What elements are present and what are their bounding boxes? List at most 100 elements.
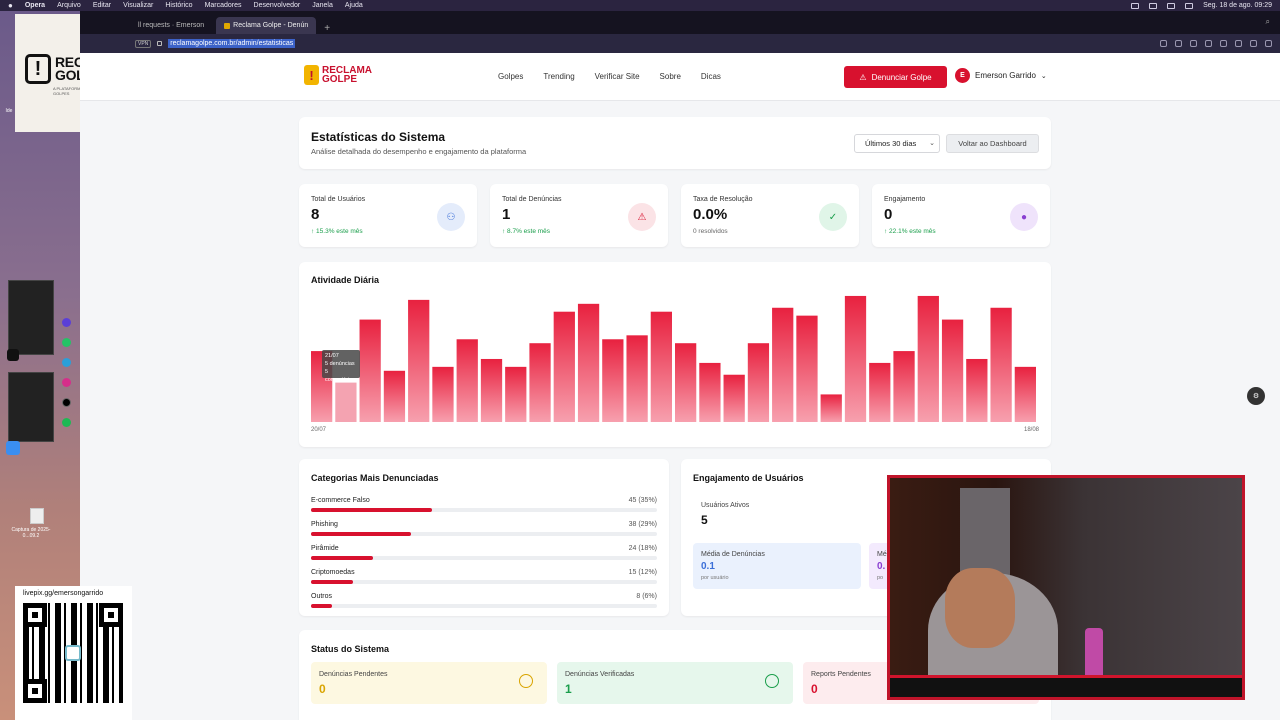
- activity-bar-24/07[interactable]: [408, 299, 430, 422]
- category-count: 45 (35%): [628, 497, 657, 504]
- menu-item-historico[interactable]: Histórico: [165, 2, 193, 9]
- nav-dicas[interactable]: Dicas: [700, 72, 721, 81]
- chart-tooltip: 21/07 5 denúncias 5 comentários: [322, 350, 360, 383]
- status-battery-icon[interactable]: [1149, 2, 1158, 9]
- browser-tab-active[interactable]: Reclama Golpe - Denún: [216, 17, 317, 34]
- site-header: ! RECLAMA GOLPE Golpes Trending Verifica…: [80, 53, 1280, 101]
- activity-bar-31/07[interactable]: [577, 303, 600, 422]
- activity-bar-11/08[interactable]: [844, 295, 867, 422]
- toolbar-download-icon[interactable]: [1220, 40, 1227, 47]
- categories-title: Categorias Mais Denunciadas: [311, 473, 439, 483]
- nav-verificar-site[interactable]: Verificar Site: [594, 72, 640, 81]
- stat-trend: ↑ 22.1% este mês: [884, 228, 936, 235]
- back-to-dashboard-button[interactable]: Voltar ao Dashboard: [946, 134, 1039, 153]
- toolbar-play-icon[interactable]: [1190, 40, 1197, 47]
- activity-bar-25/07[interactable]: [432, 366, 454, 422]
- activity-bar-15/08[interactable]: [941, 319, 964, 422]
- menu-item-desenvolvedor[interactable]: Desenvolvedor: [253, 2, 301, 9]
- period-select[interactable]: Últimos 30 dias ⌄: [854, 134, 940, 153]
- activity-bar-26/07[interactable]: [456, 339, 478, 422]
- activity-bar-10/08[interactable]: [820, 394, 842, 422]
- dock-finder-icon[interactable]: [6, 441, 20, 455]
- activity-bar-03/08[interactable]: [650, 311, 672, 422]
- desktop-window-thumbnail[interactable]: [8, 280, 54, 355]
- nav-trending[interactable]: Trending: [543, 72, 575, 81]
- sidebar-whatsapp-icon[interactable]: [61, 338, 71, 347]
- activity-bar-07/08[interactable]: [747, 343, 770, 422]
- toolbar-profile-icon[interactable]: [1250, 40, 1257, 47]
- sidebar-telegram-icon[interactable]: [61, 358, 71, 367]
- status-wifi-icon[interactable]: [1131, 2, 1140, 9]
- new-tab-plus-icon[interactable]: +: [324, 23, 331, 34]
- avg-reports-label: Média de Denúncias: [701, 551, 765, 558]
- floating-settings-button[interactable]: ⚙: [1247, 387, 1265, 405]
- menu-app-name[interactable]: Opera: [24, 2, 46, 9]
- toolbar-menu-icon[interactable]: [1265, 40, 1272, 47]
- activity-bar-18/08[interactable]: [1014, 366, 1036, 422]
- activity-bar-27/07[interactable]: [480, 358, 503, 422]
- activity-bar-30/07[interactable]: [553, 311, 575, 422]
- stat-value: 0: [884, 206, 893, 223]
- menu-item-editar[interactable]: Editar: [92, 2, 112, 9]
- activity-bar-02/08[interactable]: [626, 335, 648, 422]
- menu-item-marcadores[interactable]: Marcadores: [204, 2, 242, 9]
- status-search-icon[interactable]: [1185, 2, 1194, 9]
- sidebar-aria-icon[interactable]: [61, 318, 71, 327]
- activity-bar-22/07[interactable]: [359, 319, 381, 422]
- stat-label: Taxa de Resolução: [693, 196, 753, 203]
- desktop-file-icon[interactable]: [30, 508, 44, 524]
- activity-bar-08/08[interactable]: [772, 307, 794, 422]
- activity-bar-13/08[interactable]: [893, 351, 915, 422]
- category-bar-fill: [311, 508, 433, 512]
- activity-bar-14/08[interactable]: [917, 295, 939, 422]
- menu-item-janela[interactable]: Janela: [312, 2, 333, 9]
- activity-bar-21/07[interactable]: [335, 382, 357, 422]
- nav-sobre[interactable]: Sobre: [659, 72, 681, 81]
- report-scam-button[interactable]: ⚠ Denunciar Golpe: [844, 66, 947, 88]
- vpn-badge[interactable]: VPN: [135, 39, 152, 48]
- pending-reports-box: Denúncias Pendentes 0: [311, 662, 547, 704]
- lock-icon[interactable]: [157, 41, 163, 46]
- activity-bar-23/07[interactable]: [383, 370, 406, 422]
- activity-bar-17/08[interactable]: [990, 307, 1012, 422]
- menubar-status-area: Seg. 18 de ago. 09:29: [1131, 2, 1272, 9]
- toolbar-camera-icon[interactable]: [1160, 40, 1167, 47]
- activity-bar-05/08[interactable]: [699, 362, 721, 422]
- activity-bar-04/08[interactable]: [675, 343, 697, 422]
- activity-bar-09/08[interactable]: [796, 315, 818, 422]
- activity-bar-12/08[interactable]: [869, 362, 891, 422]
- opera-sidebar: [55, 318, 77, 438]
- sidebar-instagram-icon[interactable]: [61, 378, 71, 387]
- toolbar-shield-icon[interactable]: [1175, 40, 1182, 47]
- activity-bar-28/07[interactable]: [505, 366, 527, 422]
- logo-word-1: RECLAMA: [322, 65, 372, 76]
- activity-bar-06/08[interactable]: [723, 374, 745, 422]
- category-bar-track: [311, 604, 657, 608]
- nav-golpes[interactable]: Golpes: [498, 72, 524, 81]
- activity-bar-01/08[interactable]: [602, 339, 624, 422]
- activity-bar-16/08[interactable]: [966, 358, 988, 422]
- menu-item-arquivo[interactable]: Arquivo: [57, 2, 81, 9]
- status-control-center-icon[interactable]: [1167, 2, 1176, 9]
- url-field[interactable]: reclamagolpe.com.br/admin/estatisticas: [168, 39, 296, 48]
- activity-bar-29/07[interactable]: [529, 343, 551, 422]
- tab-search-icon[interactable]: ⌕: [1265, 17, 1270, 26]
- site-logo[interactable]: ! RECLAMA GOLPE: [304, 65, 372, 85]
- chat-icon: ●: [1010, 203, 1038, 231]
- sidebar-x-icon[interactable]: [61, 398, 71, 407]
- user-menu[interactable]: E Emerson Garrido ⌄: [955, 68, 1047, 83]
- category-name: Outros: [311, 593, 333, 600]
- category-bar-track: [311, 508, 657, 512]
- dock-app-icon[interactable]: [7, 349, 19, 361]
- sidebar-spotify-icon[interactable]: [61, 418, 71, 427]
- menu-item-visualizar[interactable]: Visualizar: [123, 2, 154, 9]
- toolbar-extensions-icon[interactable]: [1235, 40, 1242, 47]
- category-row: Criptomoedas 15 (12%): [311, 569, 657, 589]
- apple-icon[interactable]: ●: [8, 1, 13, 10]
- menu-item-ajuda[interactable]: Ajuda: [344, 2, 363, 9]
- toolbar-heart-icon[interactable]: [1205, 40, 1212, 47]
- menubar-datetime[interactable]: Seg. 18 de ago. 09:29: [1203, 2, 1272, 9]
- browser-tab[interactable]: ll requests · Emerson: [130, 17, 212, 34]
- desktop-window-thumbnail[interactable]: [8, 372, 54, 442]
- desktop-file-label[interactable]: Captura de 2025-0...09.2: [11, 527, 51, 539]
